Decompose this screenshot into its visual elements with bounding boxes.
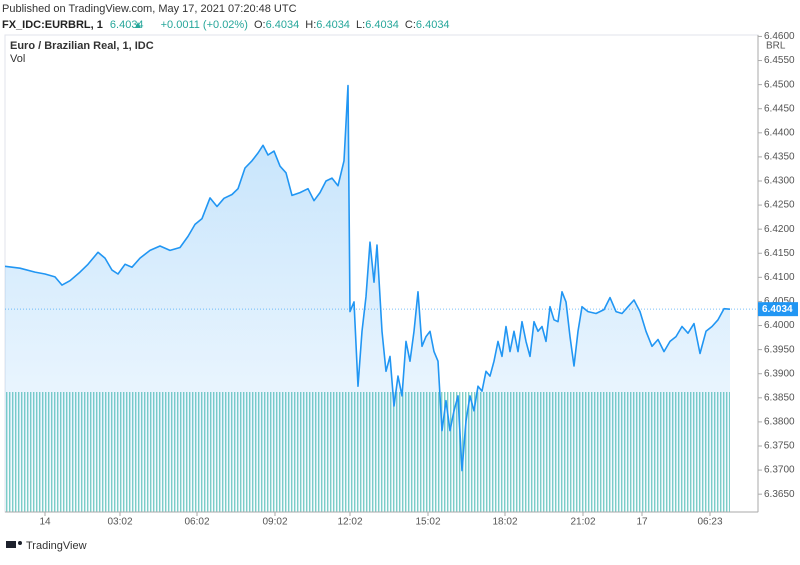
- y-tick-label: 6.4050: [764, 296, 795, 307]
- volume-label: Vol: [10, 53, 25, 65]
- y-tick-label: 6.3850: [764, 392, 795, 403]
- y-tick-label: 6.4600: [764, 31, 795, 42]
- last-price-label: 6.4034: [762, 304, 793, 315]
- chart-title: Euro / Brazilian Real, 1, IDC: [10, 40, 154, 52]
- x-tick-label: 14: [39, 517, 51, 528]
- change: +0.0011 (+0.02%): [161, 19, 248, 31]
- high-label: H:: [305, 19, 316, 31]
- x-tick-label: 09:02: [262, 517, 287, 528]
- close: 6.4034: [416, 19, 450, 31]
- x-tick-label: 03:02: [107, 517, 132, 528]
- y-tick-label: 6.4400: [764, 127, 795, 138]
- open: 6.4034: [266, 19, 300, 31]
- currency-label: BRL: [766, 41, 786, 52]
- y-tick-label: 6.3650: [764, 489, 795, 500]
- x-tick-label: 06:23: [697, 517, 722, 528]
- brand-logo: TradingView: [6, 540, 87, 552]
- y-tick-label: 6.3750: [764, 441, 795, 452]
- x-tick-label: 15:02: [415, 517, 440, 528]
- high: 6.4034: [316, 19, 350, 31]
- y-tick-label: 6.3950: [764, 344, 795, 355]
- y-tick-label: 6.4350: [764, 152, 795, 163]
- plot-area: [5, 84, 731, 512]
- y-tick-label: 6.4150: [764, 248, 795, 259]
- y-tick-label: 6.4000: [764, 320, 795, 331]
- y-tick-label: 6.4500: [764, 79, 795, 90]
- up-arrow: [135, 22, 141, 28]
- y-tick-label: 6.4450: [764, 103, 795, 114]
- y-tick-label: 6.3900: [764, 368, 795, 379]
- symbol: FX_IDC:EURBRL, 1: [2, 19, 103, 31]
- y-tick-label: 6.4250: [764, 200, 795, 211]
- y-tick-label: 6.4300: [764, 176, 795, 187]
- published-text: Published on TradingView.com, May 17, 20…: [2, 3, 297, 15]
- x-tick-label: 21:02: [570, 517, 595, 528]
- x-tick-label: 06:02: [184, 517, 209, 528]
- y-tick-label: 6.4200: [764, 224, 795, 235]
- close-label: C:: [405, 19, 416, 31]
- y-tick-label: 6.4550: [764, 55, 795, 66]
- price-area: [5, 85, 730, 512]
- x-tick-label: 12:02: [337, 517, 362, 528]
- y-tick-label: 6.3700: [764, 465, 795, 476]
- y-tick-label: 6.4100: [764, 272, 795, 283]
- y-tick-label: 6.3800: [764, 417, 795, 428]
- x-tick-label: 17: [636, 517, 648, 528]
- low: 6.4034: [365, 19, 399, 31]
- price-line: [5, 84, 731, 472]
- symbol-legend: FX_IDC:EURBRL, 1 6.4034 +0.0011 (+0.02%)…: [2, 19, 450, 31]
- low-label: L:: [356, 19, 365, 31]
- last-price-badge: [758, 302, 798, 317]
- x-tick-label: 18:02: [492, 517, 517, 528]
- open-label: O:: [254, 19, 266, 31]
- brand-name: TradingView: [26, 540, 87, 552]
